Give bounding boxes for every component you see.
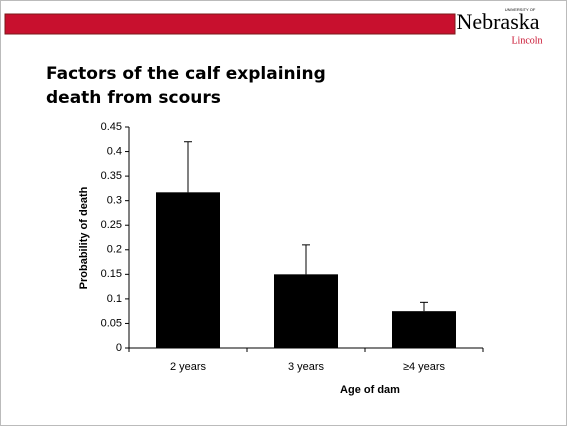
y-tick-label: 0.25 [101,219,122,231]
y-tick-label: 0.1 [107,293,122,305]
logo-sub: Lincoln [511,35,542,46]
title-box: Factors of the calf explaining death fro… [46,64,326,108]
x-axis-label: Age of dam [340,384,400,396]
y-tick-label: 0.3 [107,195,122,207]
y-tick-label: 0.15 [101,268,122,280]
bar [392,311,456,348]
bar [274,274,338,348]
chart-title: Factors of the calf explaining death fro… [46,64,326,108]
logo-name: Nebraska [456,9,539,34]
x-tick-label: 3 years [288,361,325,373]
y-tick-label: 0.05 [101,317,122,329]
bar [156,192,220,348]
logo-top: UNIVERSITY OF [505,7,536,12]
y-axis-label: Probability of death [78,186,90,289]
header-bar [4,13,456,35]
y-tick-label: 0.2 [107,244,122,256]
y-tick-label: 0.4 [107,145,122,157]
y-tick-label: 0.45 [101,121,122,133]
x-tick-label: ≥4 years [403,361,446,373]
x-tick-label: 2 years [170,361,207,373]
y-tick-label: 0 [116,342,122,354]
y-tick-label: 0.35 [101,170,122,182]
